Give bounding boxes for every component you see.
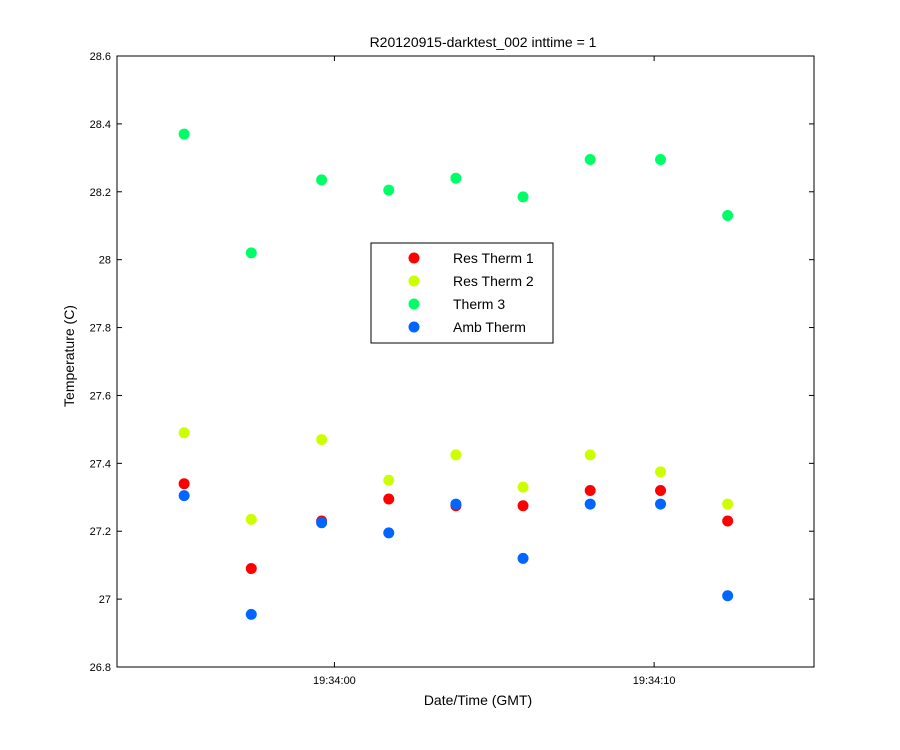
legend: Res Therm 1 Res Therm 2 Therm 3 Amb Therm [370,242,554,344]
point-therm-3 [245,247,257,259]
y-tick-label: 26.8 [90,662,111,674]
y-tick-label: 27.6 [90,390,111,402]
point-therm-3 [584,154,596,166]
legend-box [370,242,554,344]
point-res-therm-2 [383,474,395,486]
y-tick-label: 28 [99,255,111,267]
point-res-therm-2 [245,513,257,525]
point-res-therm-2 [178,427,190,439]
y-tick-label: 27.8 [90,323,111,335]
data-points [178,128,734,620]
y-tick-label: 27.2 [90,526,111,538]
legend-marker-res-therm-1 [408,252,420,264]
point-res-therm-2 [655,466,667,478]
point-res-therm-1 [584,484,596,496]
point-res-therm-2 [722,498,734,510]
point-therm-3 [655,154,667,166]
point-amb-therm [316,517,328,529]
point-amb-therm [450,498,462,510]
legend-marker-therm-3 [408,298,420,310]
point-amb-therm [655,498,667,510]
point-res-therm-1 [245,563,257,575]
plot-area [116,55,815,668]
legend-label-res-therm-1: Res Therm 1 [453,250,534,266]
point-res-therm-2 [450,449,462,461]
point-res-therm-2 [584,449,596,461]
point-therm-3 [450,172,462,184]
point-res-therm-1 [722,515,734,527]
point-amb-therm [245,608,257,620]
y-tick-label: 28.6 [90,51,111,63]
point-res-therm-2 [517,481,529,493]
point-amb-therm [722,590,734,602]
point-therm-3 [517,191,529,203]
legend-marker-amb-therm [408,321,420,333]
y-tick-label: 28.4 [90,119,111,131]
point-res-therm-1 [383,493,395,505]
y-tick-label: 27 [99,594,111,606]
x-tick-label: 19:34:00 [313,675,356,687]
point-res-therm-2 [316,434,328,446]
x-axis: 19:34:00 19:34:10 [313,56,676,687]
y-tick-label: 28.2 [90,187,111,199]
x-axis-label: Date/Time (GMT) [424,692,532,708]
point-res-therm-1 [517,500,529,512]
legend-label-therm-3: Therm 3 [453,296,505,312]
point-res-therm-1 [178,478,190,490]
y-tick-label: 27.4 [90,458,111,470]
point-therm-3 [383,184,395,196]
point-therm-3 [178,128,190,140]
chart-title: R20120915-darktest_002 inttime = 1 [370,34,597,50]
point-therm-3 [316,174,328,186]
y-axis-label: Temperature (C) [61,305,77,407]
point-amb-therm [517,552,529,564]
point-therm-3 [722,210,734,222]
x-tick-label: 19:34:10 [633,675,676,687]
point-amb-therm [178,490,190,502]
point-amb-therm [584,498,596,510]
point-res-therm-1 [655,484,667,496]
legend-marker-res-therm-2 [408,275,420,287]
legend-label-res-therm-2: Res Therm 2 [453,273,534,289]
y-axis: 26.8 27 27.2 27.4 27.6 27.8 28 28.2 28.4 28.6 [90,51,814,674]
legend-label-amb-therm: Amb Therm [453,319,526,335]
point-amb-therm [383,527,395,539]
